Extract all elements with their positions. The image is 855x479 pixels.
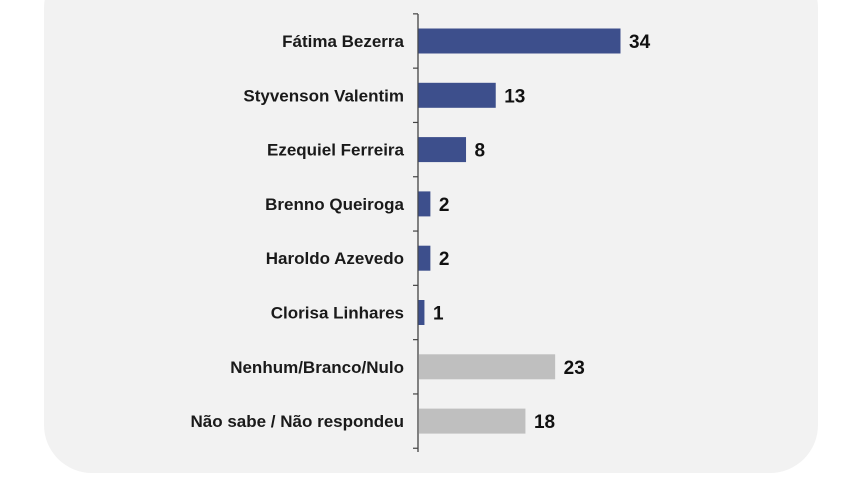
category-label: Nenhum/Branco/Nulo	[230, 358, 404, 377]
category-label: Fátima Bezerra	[282, 32, 404, 51]
chart-card	[44, 0, 818, 473]
bar	[418, 28, 621, 54]
bar	[418, 82, 496, 108]
bar	[418, 245, 431, 271]
bar	[418, 408, 526, 434]
bar	[418, 191, 431, 217]
data-label: 2	[439, 249, 450, 270]
category-label: Clorisa Linhares	[271, 304, 404, 323]
bar	[418, 137, 467, 163]
category-label: Haroldo Azevedo	[266, 249, 404, 268]
data-label: 34	[629, 32, 651, 53]
data-label: 8	[475, 141, 486, 162]
category-label: Não sabe / Não respondeu	[191, 412, 405, 431]
category-label: Ezequiel Ferreira	[267, 141, 405, 160]
data-label: 18	[534, 412, 555, 433]
bar	[418, 300, 425, 325]
category-label: Styvenson Valentim	[243, 86, 404, 105]
data-label: 1	[433, 304, 444, 325]
bar	[418, 354, 556, 380]
data-label: 2	[439, 195, 450, 216]
category-label: Brenno Queiroga	[265, 195, 404, 214]
data-label: 23	[564, 358, 585, 379]
data-label: 13	[504, 86, 525, 107]
